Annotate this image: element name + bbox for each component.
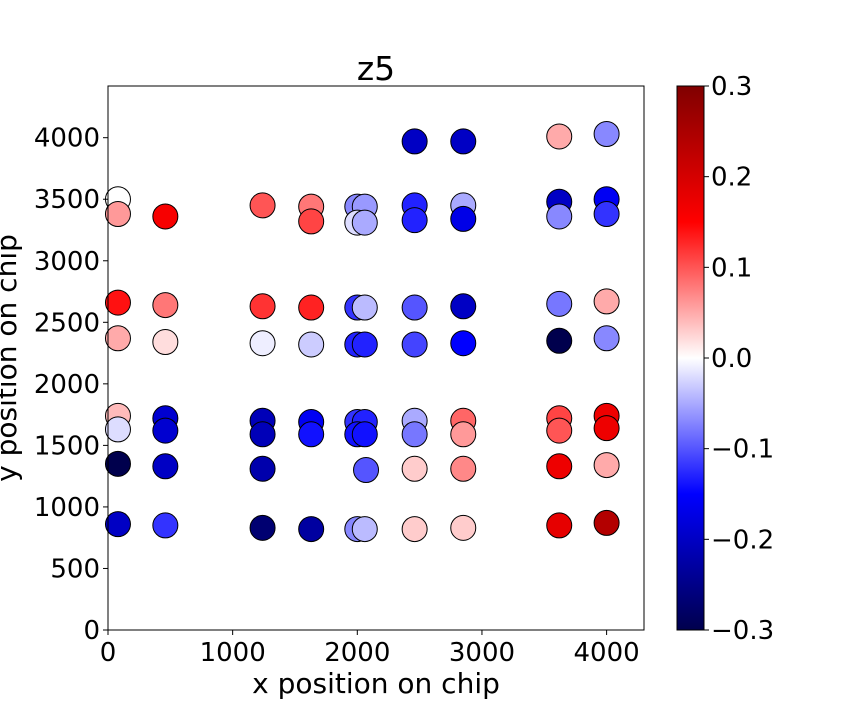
data-point	[351, 209, 378, 236]
data-point	[298, 421, 325, 448]
data-point	[401, 294, 428, 321]
data-point	[450, 421, 477, 448]
data-point	[450, 455, 477, 482]
data-point	[298, 294, 325, 321]
y-tick-label: 1000	[34, 493, 100, 523]
data-point	[450, 128, 477, 155]
data-point	[401, 516, 428, 543]
data-point	[249, 330, 276, 357]
data-point	[249, 455, 276, 482]
data-point	[298, 208, 325, 235]
x-axis-label: x position on chip	[252, 667, 500, 700]
x-tick-label: 2000	[324, 638, 390, 668]
data-point	[353, 457, 380, 483]
data-point	[104, 325, 131, 352]
y-tick-label: 3500	[34, 185, 100, 215]
data-point	[546, 123, 573, 150]
data-point	[593, 288, 620, 315]
colorbar-tick-label: 0.1	[711, 253, 752, 283]
data-point	[546, 290, 573, 317]
data-point	[298, 331, 325, 358]
chart-title: z5	[357, 49, 395, 88]
data-point	[401, 455, 428, 482]
colorbar-tick-label: 0.0	[711, 344, 752, 374]
data-point	[593, 509, 620, 536]
x-tick-label: 0	[100, 638, 117, 668]
colorbar	[676, 85, 705, 631]
data-point	[249, 514, 276, 541]
data-point	[152, 329, 179, 355]
colorbar-tick-label: −0.1	[711, 435, 774, 465]
data-point	[351, 294, 378, 321]
data-point	[546, 327, 573, 354]
data-point	[401, 421, 428, 448]
y-tick-label: 2500	[34, 308, 100, 338]
data-point	[450, 205, 477, 232]
data-point	[593, 452, 620, 479]
data-point	[249, 192, 276, 219]
y-axis-label: y position on chip	[0, 234, 23, 482]
y-tick-label: 4000	[34, 124, 100, 154]
y-tick-label: 500	[50, 554, 100, 584]
data-point	[593, 325, 620, 352]
data-point	[152, 417, 179, 444]
data-point	[104, 201, 131, 227]
plot-frame	[107, 85, 645, 631]
colorbar-axis: −0.3 −0.2 −0.1 0.0 0.1 0.2 0.3	[704, 72, 774, 646]
data-point	[401, 207, 428, 234]
data-point	[104, 416, 131, 443]
data-point	[249, 293, 276, 320]
data-point	[152, 203, 179, 230]
y-axis: 0 500 1000 1500 2000 2500 3000 3500 4000	[34, 124, 108, 646]
data-point	[546, 453, 573, 480]
colorbar-tick-label: −0.3	[711, 616, 774, 646]
data-point	[450, 293, 477, 320]
y-tick-label: 2000	[34, 370, 100, 400]
data-point	[593, 201, 620, 227]
colorbar-tick-label: 0.2	[711, 163, 752, 193]
data-point	[104, 289, 131, 316]
data-point	[152, 512, 179, 539]
data-point	[593, 121, 620, 147]
x-tick-label: 4000	[574, 638, 640, 668]
y-tick-label: 3000	[34, 247, 100, 277]
data-point	[450, 330, 477, 357]
data-point	[249, 421, 276, 448]
colorbar-tick-label: −0.2	[711, 525, 774, 555]
x-tick-label: 1000	[200, 638, 266, 668]
x-axis: 0 1000 2000 3000 4000	[100, 630, 640, 668]
x-tick-label: 3000	[449, 638, 515, 668]
colorbar-tick-label: 0.3	[711, 72, 752, 102]
data-point	[450, 514, 477, 541]
y-tick-label: 0	[83, 616, 100, 646]
data-point	[546, 203, 573, 230]
data-point	[546, 512, 573, 539]
data-point	[104, 450, 131, 477]
data-point	[104, 511, 131, 538]
y-tick-label: 1500	[34, 431, 100, 461]
data-point	[351, 421, 378, 448]
data-point	[593, 415, 620, 442]
data-point	[401, 331, 428, 358]
data-point	[351, 331, 378, 358]
data-point	[298, 516, 325, 543]
data-point	[351, 516, 378, 543]
data-point	[152, 292, 179, 319]
points-layer	[104, 121, 620, 543]
data-point	[152, 453, 179, 480]
data-point	[546, 417, 573, 444]
data-point	[401, 128, 428, 155]
